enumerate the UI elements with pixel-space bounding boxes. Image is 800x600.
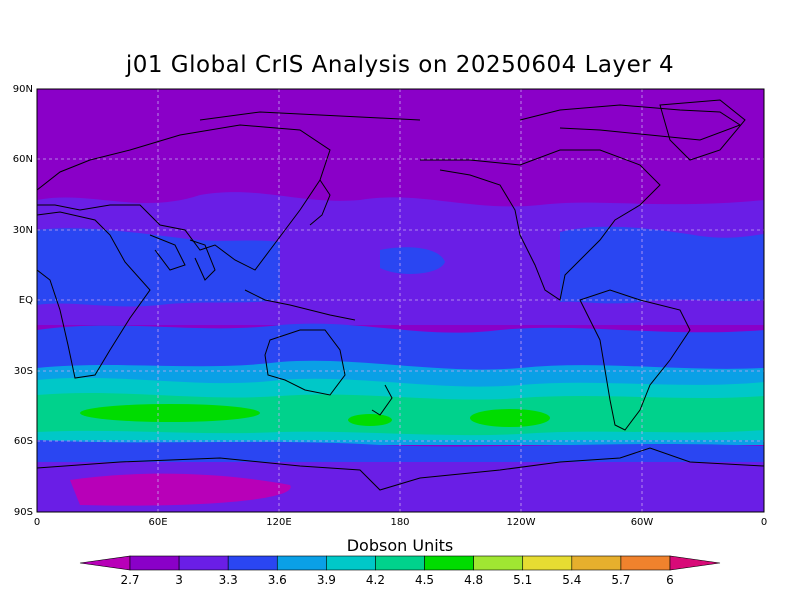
lon-tick-label: 120W xyxy=(507,517,536,528)
colorbar-swatch xyxy=(473,555,524,571)
colorbar: 2.7 3 3.3 3.6 3.9 4.2 4.5 4.8 5.1 5.4 5.7 6 xyxy=(79,555,721,587)
coast-europe-asia xyxy=(37,124,331,271)
lon-tick-label: 60W xyxy=(631,517,654,528)
colorbar-swatch xyxy=(178,555,229,571)
colorbar-level-label: 3.3 xyxy=(219,573,238,587)
lat-tick-label: 60N xyxy=(13,154,33,165)
coast-arctic-russia xyxy=(199,111,421,121)
lon-tick-label: 120E xyxy=(266,517,291,528)
lon-tick-label: 0 xyxy=(761,517,767,528)
colorbar-swatch xyxy=(227,555,278,571)
colorbar-level-label: 5.1 xyxy=(513,573,532,587)
coast-africa xyxy=(37,211,151,379)
coast-canada-arctic xyxy=(519,104,742,141)
band-south-teal xyxy=(37,392,764,436)
lat-axis: 90N 60N 30N EQ 30S 60S 90S xyxy=(13,84,33,518)
colorbar-level-label: 5.7 xyxy=(611,573,630,587)
coast-north-america xyxy=(420,149,661,301)
lon-axis: 0 60E 120E 180 120W 60W 0 xyxy=(34,517,767,528)
colorbar-level-label: 3 xyxy=(175,573,183,587)
colorbar-level-label: 2.7 xyxy=(120,573,139,587)
lon-tick-label: 0 xyxy=(34,517,40,528)
coast-antarctica xyxy=(37,447,764,491)
lat-tick-label: 90N xyxy=(13,84,33,95)
colorbar-level-label: 5.4 xyxy=(562,573,581,587)
colorbar-swatch xyxy=(129,555,180,571)
colorbar-level-label: 6 xyxy=(666,573,674,587)
lon-tick-label: 60E xyxy=(148,517,167,528)
colorbar-swatch xyxy=(375,555,425,571)
patch-green-pacific xyxy=(348,414,392,426)
patch-pacific-blue xyxy=(380,247,445,274)
coast-japan xyxy=(309,179,331,226)
lon-tick-label: 180 xyxy=(390,517,409,528)
colorbar-swatch xyxy=(424,555,474,571)
coastlines xyxy=(37,99,764,491)
colorbar-level-label: 4.5 xyxy=(415,573,434,587)
band-polar-blue xyxy=(37,440,764,465)
coast-south-america xyxy=(579,289,691,431)
patch-green-south-pacific xyxy=(470,409,550,427)
colorbar-swatch xyxy=(522,555,573,571)
colorbar-level-label: 3.6 xyxy=(268,573,287,587)
colorbar-swatch xyxy=(620,555,671,571)
colorbar-swatch xyxy=(571,555,622,571)
lat-tick-label: 90S xyxy=(14,507,33,518)
band-north-blue xyxy=(37,192,764,240)
coast-arabia-india xyxy=(149,234,216,281)
lat-tick-label: 30N xyxy=(13,225,33,236)
patch-antarctic-magenta xyxy=(70,473,291,506)
coast-new-zealand xyxy=(371,384,393,416)
band-atlantic-blue xyxy=(560,226,764,304)
colorbar-level-label: 3.9 xyxy=(317,573,336,587)
lat-tick-label: 60S xyxy=(14,436,33,447)
lat-tick-label: EQ xyxy=(19,295,33,306)
map-frame xyxy=(36,88,765,513)
ozone-field xyxy=(37,89,764,512)
patch-green-indian xyxy=(80,404,260,422)
lat-tick-label: 30S xyxy=(14,366,33,377)
coast-greenland xyxy=(659,99,746,161)
colorbar-level-label: 4.2 xyxy=(366,573,385,587)
colorbar-extend-low xyxy=(79,555,131,571)
map-title: j01 Global CrIS Analysis on 20250604 Lay… xyxy=(125,52,675,78)
colorbar-title: Dobson Units xyxy=(346,536,454,555)
colorbar-level-label: 4.8 xyxy=(464,573,483,587)
colorbar-swatch xyxy=(276,555,327,571)
colorbar-swatch xyxy=(326,555,376,571)
coast-indonesia xyxy=(244,289,356,321)
colorbar-extend-high xyxy=(669,555,721,571)
coast-australia xyxy=(264,329,346,396)
